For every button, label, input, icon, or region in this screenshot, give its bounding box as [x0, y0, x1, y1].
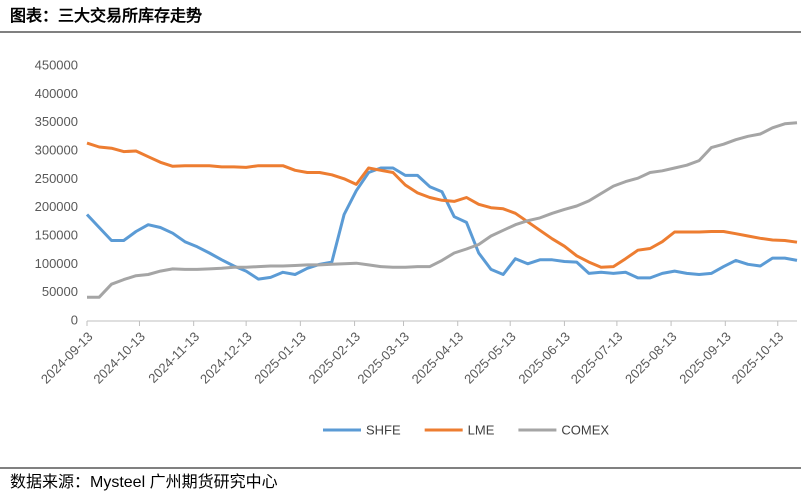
series-line — [87, 121, 798, 299]
legend-label: COMEX — [561, 422, 609, 437]
legend-label: SHFE — [366, 422, 401, 437]
x-tick-label: 2025-09-13 — [676, 329, 734, 387]
x-tick-label: 2025-04-13 — [409, 329, 467, 387]
x-tick-label: 2025-05-13 — [461, 329, 519, 387]
x-tick-label: 2024-09-13 — [38, 329, 96, 387]
y-tick-label: 100000 — [35, 256, 78, 271]
source: 数据来源：Mysteel 广州期货研究中心 — [10, 473, 278, 491]
x-tick-label: 2024-12-13 — [197, 329, 255, 387]
y-tick-label: 400000 — [35, 86, 78, 101]
y-tick-label: 50000 — [42, 284, 78, 299]
x-tick-label: 2024-10-13 — [90, 329, 148, 387]
y-tick-label: 350000 — [35, 114, 78, 129]
x-tick-label: 2025-07-13 — [568, 329, 626, 387]
x-tick-label: 2025-03-13 — [354, 329, 412, 387]
x-tick-label: 2025-06-13 — [515, 329, 573, 387]
y-tick-label: 250000 — [35, 171, 78, 186]
y-tick-label: 0 — [71, 312, 78, 327]
x-tick-label: 2025-01-13 — [251, 329, 309, 387]
x-tick-label: 2025-10-13 — [729, 329, 787, 387]
y-tick-label: 150000 — [35, 227, 78, 242]
series-line — [86, 141, 798, 269]
y-tick-label: 450000 — [35, 57, 78, 72]
x-tick-label: 2024-11-13 — [145, 329, 202, 386]
x-tick-label: 2025-02-13 — [305, 329, 363, 387]
y-tick-label: 200000 — [35, 199, 78, 214]
legend-label: LME — [468, 422, 495, 437]
y-tick-label: 300000 — [35, 142, 78, 157]
chart-title: 图表：三大交易所库存走势 — [10, 6, 202, 25]
x-tick-label: 2025-08-13 — [622, 329, 680, 387]
series-line — [85, 166, 798, 281]
